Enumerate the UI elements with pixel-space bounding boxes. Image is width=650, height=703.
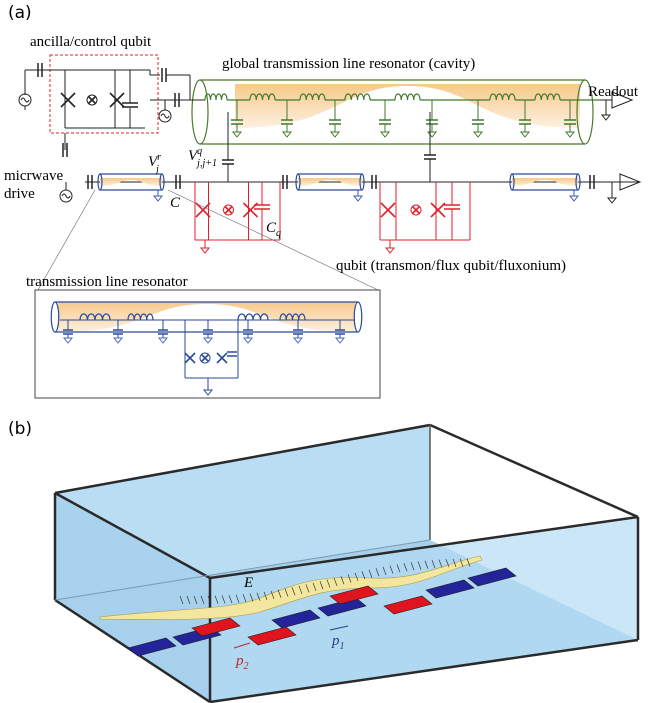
ground bbox=[283, 132, 291, 137]
drive-label: drive bbox=[4, 186, 35, 202]
coupling-capacitor: C bbox=[170, 195, 181, 211]
source-wave bbox=[21, 98, 29, 102]
ground bbox=[114, 338, 122, 343]
tube-end bbox=[192, 80, 208, 144]
subscript: j,j+1 bbox=[195, 158, 217, 169]
subscript: q bbox=[276, 228, 281, 239]
subscript: 2 bbox=[244, 661, 249, 672]
ground bbox=[201, 248, 209, 253]
ground bbox=[159, 338, 167, 343]
ground bbox=[331, 132, 339, 137]
qubit-voltage: Vqj,j+1 bbox=[188, 146, 217, 169]
ground bbox=[381, 132, 389, 137]
superscript: r bbox=[157, 152, 161, 163]
source-wave bbox=[62, 194, 70, 198]
ground bbox=[294, 338, 302, 343]
ancilla-box bbox=[50, 55, 158, 133]
source-wave bbox=[161, 114, 169, 118]
cavity-label: global transmission line resonator (cavi… bbox=[222, 56, 475, 72]
ground bbox=[474, 132, 482, 137]
ground bbox=[154, 196, 162, 201]
qubit-label: qubit (transmon/flux qubit/fluxonium) bbox=[336, 258, 566, 274]
tube-end bbox=[354, 302, 362, 332]
inductor bbox=[395, 94, 420, 100]
subscript: 1 bbox=[340, 641, 345, 652]
ground bbox=[233, 132, 241, 137]
ground bbox=[608, 198, 616, 203]
drive-label: micrwave bbox=[4, 168, 63, 184]
superscript: q bbox=[197, 146, 202, 157]
ground bbox=[570, 196, 578, 201]
ground bbox=[336, 338, 344, 343]
ground bbox=[428, 132, 436, 137]
ground bbox=[602, 115, 610, 120]
inductor bbox=[205, 94, 227, 100]
tube-end bbox=[51, 302, 59, 332]
ground bbox=[244, 338, 252, 343]
resonator-label: transmission line resonator bbox=[26, 274, 188, 290]
layout bbox=[19, 55, 640, 702]
panel-label: (b) bbox=[8, 419, 32, 439]
ancilla-label: ancilla/control qubit bbox=[30, 34, 152, 50]
figure: (a) ancilla/control qubit global transmi… bbox=[0, 0, 650, 703]
panel-label: (a) bbox=[8, 3, 32, 23]
ground bbox=[64, 338, 72, 343]
readout-label: Readout bbox=[588, 84, 639, 100]
ground bbox=[354, 196, 362, 201]
ground bbox=[521, 132, 529, 137]
ground bbox=[204, 338, 212, 343]
wire bbox=[430, 425, 638, 517]
ground bbox=[566, 132, 574, 137]
ground bbox=[204, 390, 212, 395]
field-label: E bbox=[243, 575, 253, 591]
ground bbox=[386, 248, 394, 253]
qubit-capacitor: Cq bbox=[266, 220, 281, 239]
